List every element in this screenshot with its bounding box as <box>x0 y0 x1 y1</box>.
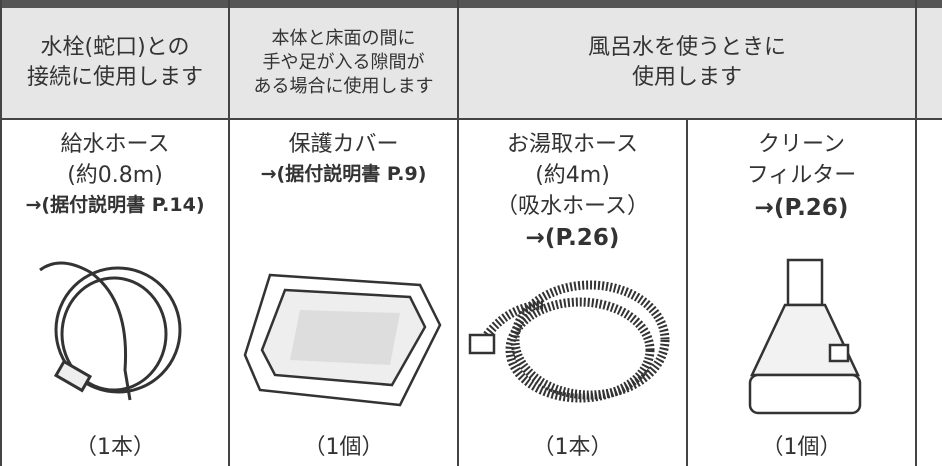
item-text: 保護カバー <box>288 132 399 157</box>
hot-water-hose-illustration <box>468 280 670 403</box>
item-text: (約0.8m) <box>67 162 163 188</box>
col-border <box>915 0 917 466</box>
item-cell: クリーンフィルター →(P.26) （1個） <box>688 120 915 466</box>
item-text: 給水ホース <box>60 132 170 157</box>
item-reference: →(P.26) <box>754 194 849 221</box>
item-count: （1個） <box>303 435 384 461</box>
col-border <box>686 118 688 466</box>
header-text: ある場合に使用します <box>253 76 434 98</box>
item-reference: →(据付説明書 P.14) <box>25 193 205 216</box>
header-bg <box>0 8 942 118</box>
filter-illustration <box>748 258 862 415</box>
item-text: クリーン <box>758 132 845 157</box>
item-cell: 給水ホース (約0.8m) →(据付説明書 P.14) （1本） <box>2 120 228 466</box>
header-text: 接続に使用します <box>26 65 203 90</box>
header-text: 手や足が入る隙間が <box>262 51 425 73</box>
item-text: フィルター <box>746 162 857 188</box>
col-border <box>0 0 2 466</box>
header-text: 水栓(蛇口)との <box>40 35 190 61</box>
item-reference: →(P.26) <box>525 225 620 252</box>
item-count: （1本） <box>75 435 155 461</box>
header-text: 本体と床面の間に <box>271 27 416 49</box>
hose-illustration <box>39 261 182 401</box>
item-reference: →(据付説明書 P.9) <box>260 162 427 185</box>
item-count: （1個） <box>761 435 842 461</box>
item-count: （1本） <box>532 435 613 461</box>
hose-clip <box>468 333 496 355</box>
item-text: お湯取ホース <box>507 132 638 157</box>
header-text: 風呂水を使うときに <box>587 35 786 61</box>
header-cell: 水栓(蛇口)との 接続に使用します <box>2 8 228 118</box>
item-cell: 保護カバー →(据付説明書 P.9) （1個） <box>230 120 457 466</box>
item-cell: お湯取ホース (約4m) （吸水ホース） →(P.26) （1本） <box>459 120 686 466</box>
top-bar <box>0 0 942 8</box>
header-text: 使用します <box>631 65 742 90</box>
header-cell: 本体と床面の間に 手や足が入る隙間が ある場合に使用します <box>230 8 457 118</box>
col-border <box>228 0 230 466</box>
row-border <box>0 118 942 120</box>
col-border <box>457 0 459 466</box>
cover-illustration <box>243 273 442 407</box>
item-text: （吸水ホース） <box>496 193 649 219</box>
header-cell: 風呂水を使うときに 使用します <box>459 8 915 118</box>
item-text: (約4m) <box>535 162 610 188</box>
